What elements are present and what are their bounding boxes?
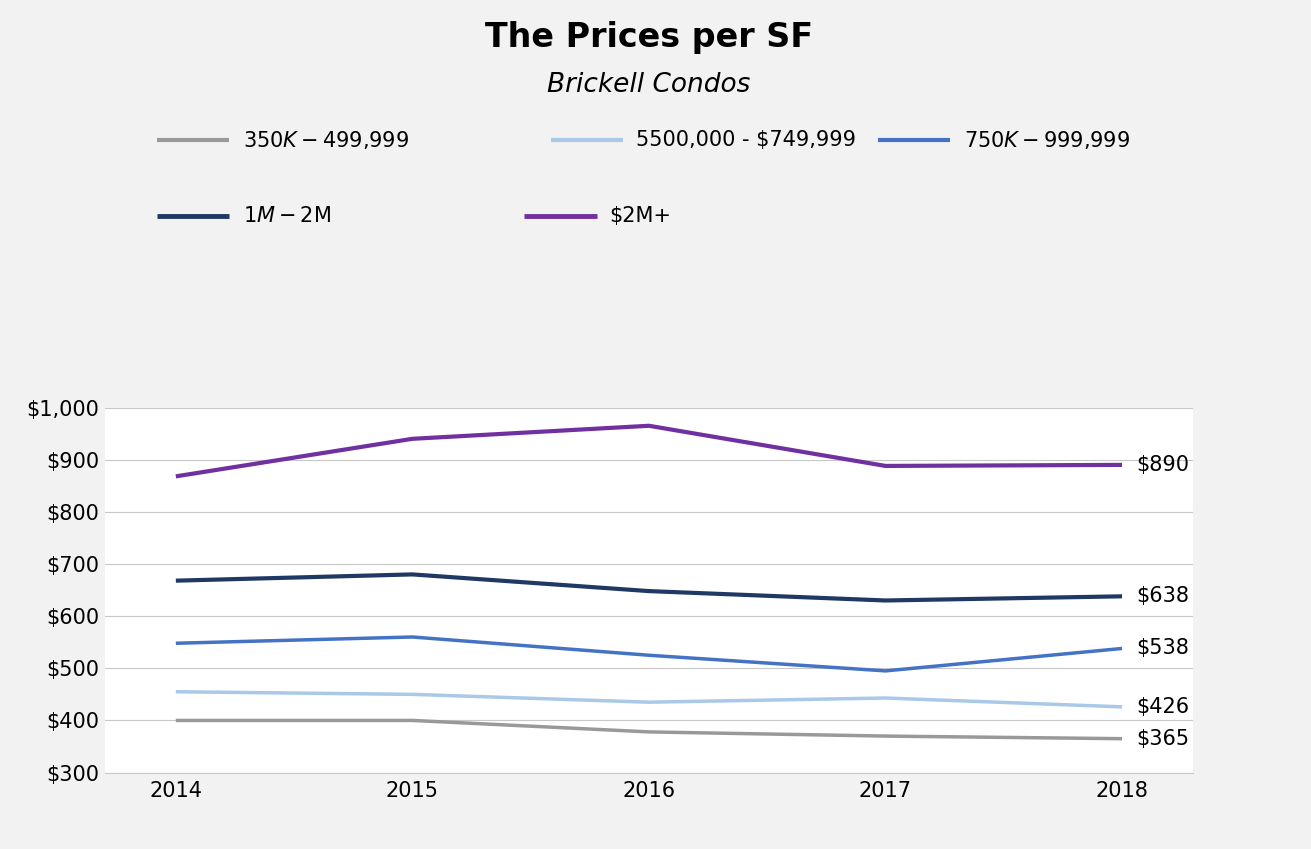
Text: $426: $426: [1135, 697, 1189, 717]
Text: $538: $538: [1135, 638, 1189, 659]
Text: Brickell Condos: Brickell Condos: [547, 72, 751, 98]
Text: The Prices per SF: The Prices per SF: [485, 21, 813, 54]
Text: $1M - $2M: $1M - $2M: [243, 206, 330, 227]
Text: $638: $638: [1135, 587, 1189, 606]
Text: $890: $890: [1135, 455, 1189, 475]
Text: $2M+: $2M+: [610, 206, 671, 227]
Text: $750K -$999,999: $750K -$999,999: [964, 129, 1130, 151]
Text: 5500,000 - $749,999: 5500,000 - $749,999: [636, 130, 856, 150]
Text: $350K-$499,999: $350K-$499,999: [243, 129, 409, 151]
Text: $365: $365: [1135, 728, 1189, 749]
